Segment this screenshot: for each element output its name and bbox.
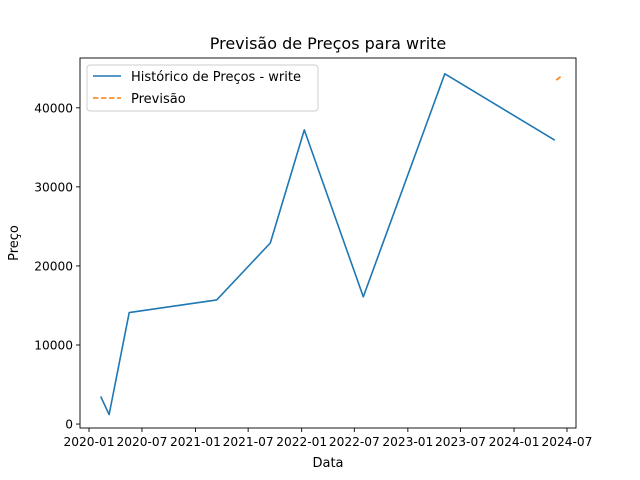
y-tick-label: 10000: [34, 338, 73, 352]
x-tick-label: 2023-07: [435, 435, 486, 449]
x-tick-label: 2023-01: [382, 435, 433, 449]
x-tick-label: 2021-01: [170, 435, 221, 449]
x-axis-label: Data: [312, 456, 343, 471]
y-tick-label: 0: [65, 418, 73, 432]
x-tick-label: 2020-01: [64, 435, 115, 449]
y-axis: 0 10000 20000 30000 40000: [34, 101, 80, 432]
x-tick-label: 2020-07: [116, 435, 167, 449]
x-axis: 2020-01 2020-07 2021-01 2021-07 2022-01 2022-…: [64, 428, 593, 449]
series-line-1: [555, 74, 563, 81]
x-tick-label: 2022-07: [329, 435, 380, 449]
legend-label-historico: Histórico de Preços - write: [131, 70, 301, 85]
y-tick-label: 30000: [34, 180, 73, 194]
x-tick-label: 2024-01: [489, 435, 540, 449]
x-tick-label: 2024-07: [542, 435, 593, 449]
plot-area: 2020-01 2020-07 2021-01 2021-07 2022-01 2022-…: [34, 57, 593, 449]
axes-frame: [79, 57, 577, 429]
chart-title: Previsão de Preços para write: [210, 34, 447, 53]
series-layer: [99, 73, 563, 416]
legend-box: [86, 64, 319, 112]
legend-label-previsao: Previsão: [131, 92, 186, 107]
series-line-0: [99, 73, 556, 416]
x-tick-label: 2022-01: [276, 435, 327, 449]
y-tick-label: 20000: [34, 259, 73, 273]
legend: Histórico de Preços - write Previsão: [86, 64, 319, 112]
y-tick-label: 40000: [34, 101, 73, 115]
x-tick-label: 2021-07: [223, 435, 274, 449]
y-axis-label: Preço: [7, 225, 22, 261]
